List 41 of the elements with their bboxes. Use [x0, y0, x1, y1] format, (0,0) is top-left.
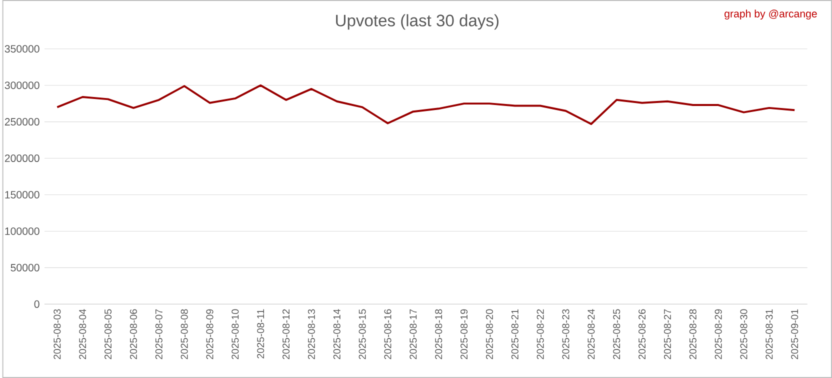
x-tick-label: 2025-08-30	[740, 309, 748, 360]
x-tick-label: 2025-08-09	[206, 309, 214, 360]
y-tick-label: 0	[34, 300, 40, 308]
x-tick-label: 2025-08-14	[333, 309, 340, 360]
x-tick-label: 2025-08-17	[410, 309, 417, 360]
x-tick-label: 2025-08-08	[180, 309, 188, 360]
x-tick-label: 2025-08-15	[358, 309, 366, 360]
x-tick-label: 2025-08-25	[613, 309, 620, 360]
x-tick-label: 2025-08-13	[308, 309, 315, 360]
line-series	[56, 84, 796, 126]
x-tick-label: 2025-08-24	[588, 309, 595, 360]
x-tick-label: 2025-08-04	[79, 309, 86, 360]
x-tick-label: 2025-08-19	[460, 309, 468, 360]
x-tick-label: 2025-08-21	[511, 309, 518, 360]
text: graph by @arcange	[724, 10, 817, 20]
x-tick-label: 2025-08-10	[232, 309, 239, 360]
x-tick-label: 2025-08-31	[766, 309, 773, 360]
x-tick-label: 2025-08-16	[384, 309, 392, 360]
x-tick-label: 2025-08-03	[54, 309, 61, 360]
x-tick-label: 2025-08-28	[689, 309, 696, 360]
x-tick-label: 2025-08-23	[562, 309, 570, 360]
y-tick-label: 50000	[10, 264, 40, 272]
x-tick-label: 2025-08-27	[664, 309, 671, 360]
x-tick-label: 2025-08-12	[282, 309, 290, 360]
x-tick-label: 2025-08-26	[638, 309, 646, 360]
y-tick-label: 250000	[4, 118, 40, 126]
x-tick-label: 2025-09-01	[791, 309, 798, 360]
x-tick-label: 2025-08-07	[155, 309, 162, 360]
y-tick-label: 150000	[5, 191, 40, 199]
chart-title: Upvotes (last 30 days)	[336, 14, 498, 30]
x-tick-label: 2025-08-22	[536, 309, 544, 360]
x-tick-label: 2025-08-11	[257, 309, 264, 358]
y-tick-label: 350000	[4, 45, 40, 53]
x-tick-label: 2025-08-20	[486, 309, 493, 360]
y-tick-label: 100000	[5, 227, 40, 235]
y-tick-label: 200000	[4, 154, 40, 162]
x-tick-label: 2025-08-18	[435, 309, 442, 360]
x-tick-label: 2025-08-05	[104, 309, 112, 360]
x-tick-label: 2025-08-29	[714, 309, 722, 360]
y-tick-label: 300000	[4, 82, 40, 90]
x-tick-label: 2025-08-06	[130, 309, 137, 360]
